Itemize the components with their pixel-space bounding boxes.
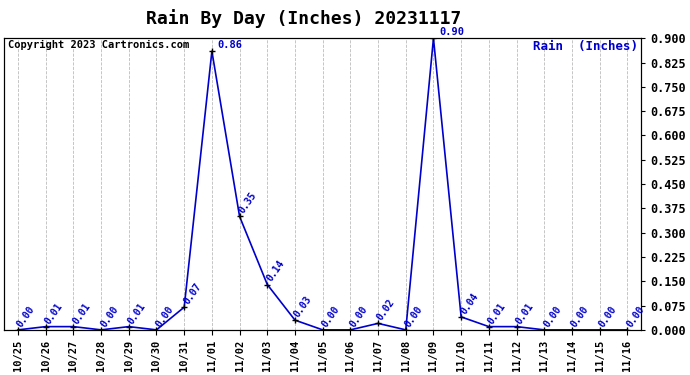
Text: 0.00: 0.00 bbox=[320, 304, 342, 329]
Text: 0.00: 0.00 bbox=[597, 304, 618, 329]
Text: 0.01: 0.01 bbox=[514, 301, 535, 326]
Text: 0.00: 0.00 bbox=[542, 304, 563, 329]
Text: 0.35: 0.35 bbox=[237, 190, 259, 216]
Text: 0.00: 0.00 bbox=[348, 304, 369, 329]
Text: 0.00: 0.00 bbox=[403, 304, 424, 329]
Text: 0.90: 0.90 bbox=[439, 27, 464, 37]
Text: 0.01: 0.01 bbox=[43, 301, 65, 326]
Text: 0.01: 0.01 bbox=[70, 301, 92, 326]
Text: 0.01: 0.01 bbox=[486, 301, 508, 326]
Text: Copyright 2023 Cartronics.com: Copyright 2023 Cartronics.com bbox=[8, 39, 189, 50]
Text: 0.14: 0.14 bbox=[264, 258, 286, 284]
Text: 0.00: 0.00 bbox=[15, 304, 37, 329]
Text: 0.07: 0.07 bbox=[181, 281, 203, 306]
Text: 0.00: 0.00 bbox=[99, 304, 120, 329]
Text: 0.00: 0.00 bbox=[624, 304, 647, 329]
Text: Rain By Day (Inches) 20231117: Rain By Day (Inches) 20231117 bbox=[146, 9, 462, 28]
Text: Rain  (Inches): Rain (Inches) bbox=[533, 39, 638, 53]
Text: 0.02: 0.02 bbox=[375, 297, 397, 322]
Text: 0.00: 0.00 bbox=[569, 304, 591, 329]
Text: 0.01: 0.01 bbox=[126, 301, 148, 326]
Text: 0.00: 0.00 bbox=[154, 304, 175, 329]
Text: 0.86: 0.86 bbox=[217, 40, 242, 50]
Text: 0.03: 0.03 bbox=[292, 294, 314, 319]
Text: 0.04: 0.04 bbox=[458, 291, 480, 316]
